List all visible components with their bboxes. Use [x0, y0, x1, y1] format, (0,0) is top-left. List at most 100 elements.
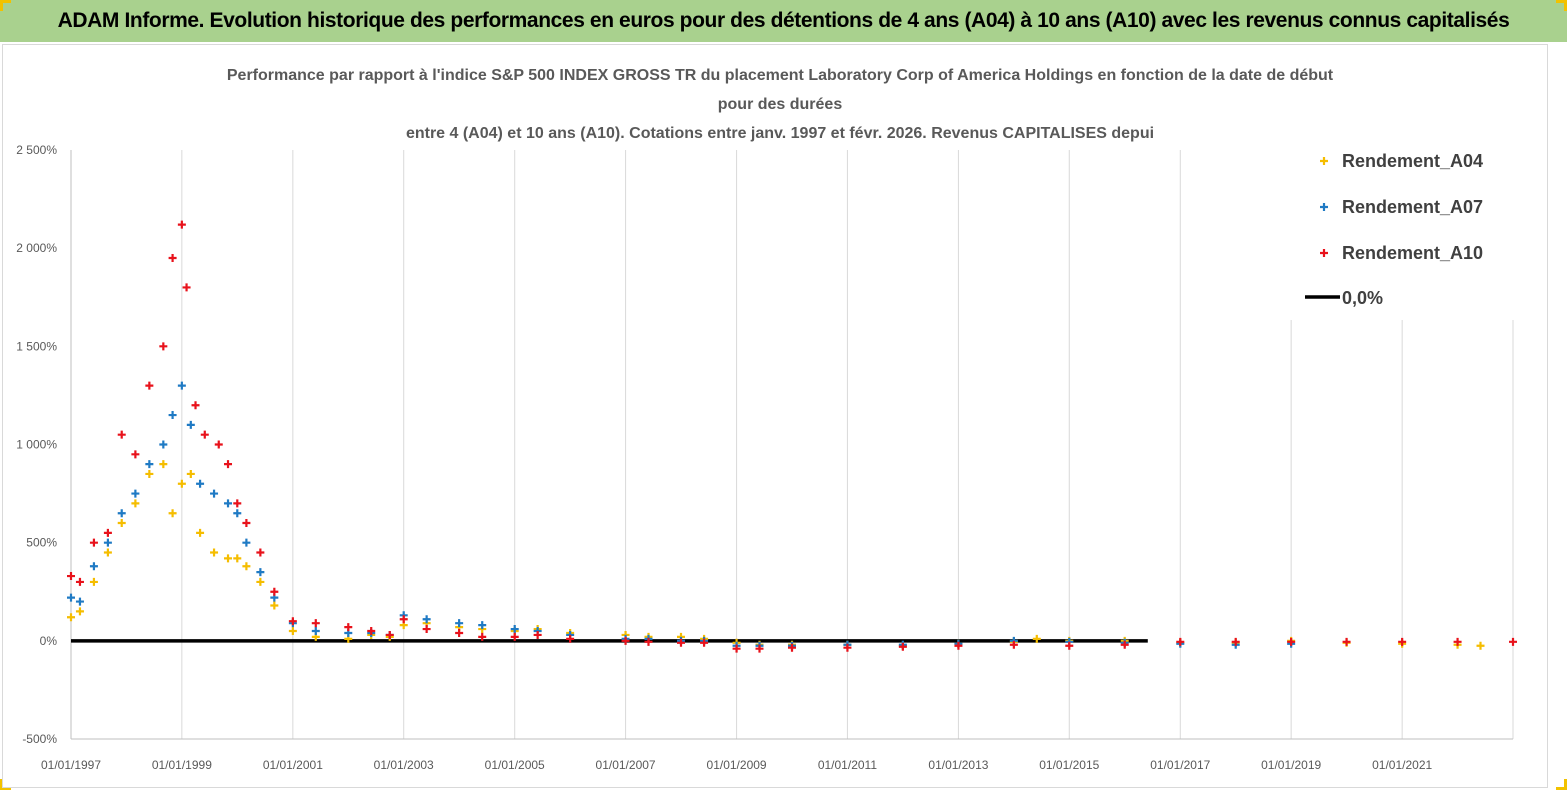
data-point: [233, 499, 242, 508]
data-point: [67, 613, 75, 622]
data-point: [1231, 637, 1240, 646]
data-point: [75, 607, 84, 616]
data-point: [159, 440, 168, 449]
data-point: [117, 519, 126, 528]
data-point: [256, 548, 265, 557]
data-point: [676, 638, 685, 647]
data-point: [510, 625, 519, 634]
data-point: [242, 538, 251, 547]
data-point: [533, 630, 542, 639]
x-tick-label: 01/01/2017: [1150, 758, 1210, 772]
data-point: [700, 638, 709, 647]
data-point: [256, 568, 265, 577]
data-point: [117, 509, 126, 518]
x-tick-label: 01/01/2001: [263, 758, 323, 772]
data-point: [103, 548, 112, 557]
data-point: [1287, 637, 1296, 646]
x-tick-label: 01/01/2003: [374, 758, 434, 772]
data-point: [75, 577, 84, 586]
data-point: [270, 601, 279, 610]
data-point: [186, 469, 195, 478]
y-axis: -500% 0% 500% 1 000% 1 500% 2 000% 2 500%: [16, 143, 57, 746]
data-point: [422, 625, 431, 634]
data-point: [67, 593, 75, 602]
data-point: [478, 632, 487, 641]
data-point: [168, 411, 177, 420]
data-point: [1065, 641, 1074, 650]
data-point: [191, 401, 200, 410]
data-point: [1032, 634, 1041, 643]
y-tick-label: 1 000%: [16, 438, 57, 452]
data-point: [168, 253, 177, 262]
chart-title: Performance par rapport à l'indice S&P 5…: [227, 67, 1334, 142]
y-tick-label: 0%: [40, 634, 58, 648]
corner-mark-top-left: [0, 0, 11, 11]
y-tick-label: -500%: [22, 732, 57, 746]
data-point: [196, 479, 205, 488]
data-point: [233, 509, 242, 518]
data-point: [145, 381, 154, 390]
x-tick-label: 01/01/2019: [1261, 758, 1321, 772]
x-axis: 01/01/1997 01/01/1999 01/01/2001 01/01/2003…: [41, 758, 1433, 772]
chart-title-line-1: Performance par rapport à l'indice S&P 5…: [227, 67, 1334, 84]
data-point: [311, 619, 320, 628]
data-point: [210, 489, 219, 498]
chart-title-line-3: entre 4 (A04) et 10 ans (A10). Cotations…: [406, 125, 1154, 142]
x-tick-label: 01/01/1999: [152, 758, 212, 772]
series-rendement-a10: [67, 220, 1517, 653]
data-point: [1342, 637, 1351, 646]
data-point: [256, 577, 265, 586]
data-point: [242, 562, 251, 571]
data-point: [89, 562, 98, 571]
y-tick-label: 500%: [26, 536, 57, 550]
data-point: [621, 636, 630, 645]
data-point: [385, 630, 394, 639]
data-point: [214, 440, 223, 449]
data-point: [131, 499, 140, 508]
data-point: [478, 621, 487, 630]
data-point: [732, 644, 741, 653]
data-point: [399, 615, 408, 624]
data-point: [168, 509, 177, 518]
legend-marker-a04: [1320, 157, 1328, 165]
data-point: [89, 538, 98, 547]
y-tick-label: 2 500%: [16, 143, 57, 157]
data-point: [224, 554, 233, 563]
data-point: [177, 220, 186, 229]
corner-mark-bottom-left: [0, 779, 11, 790]
chart-frame: [2, 44, 1548, 788]
x-tick-label: 01/01/2021: [1372, 758, 1432, 772]
legend-label-zero-line: 0,0%: [1342, 288, 1383, 308]
data-point: [455, 619, 464, 628]
data-point: [1453, 637, 1462, 646]
data-point: [566, 634, 575, 643]
data-point: [89, 577, 98, 586]
x-tick-label: 01/01/1997: [41, 758, 101, 772]
data-point: [145, 469, 154, 478]
corner-mark-bottom-right: [1556, 779, 1567, 790]
chart-title-line-2: pour des durées: [718, 96, 843, 113]
data-point: [288, 617, 297, 626]
data-point: [288, 627, 297, 636]
data-point: [67, 572, 75, 581]
data-point: [145, 460, 154, 469]
data-point: [1120, 640, 1129, 649]
x-tick-label: 01/01/2009: [707, 758, 767, 772]
data-point: [233, 554, 242, 563]
legend-label-a07: Rendement_A07: [1342, 197, 1483, 217]
data-point: [755, 644, 764, 653]
data-point: [367, 627, 376, 636]
legend-label-a10: Rendement_A10: [1342, 243, 1483, 263]
legend-marker-a10: [1320, 249, 1328, 257]
data-point: [1398, 637, 1407, 646]
data-point: [177, 479, 186, 488]
points-layer: [67, 220, 1517, 653]
data-point: [422, 615, 431, 624]
banner-title: ADAM Informe. Evolution historique des p…: [57, 9, 1510, 32]
x-tick-label: 01/01/2015: [1039, 758, 1099, 772]
legend-marker-a07: [1320, 203, 1328, 211]
data-point: [510, 632, 519, 641]
data-point: [224, 460, 233, 469]
data-point: [159, 460, 168, 469]
